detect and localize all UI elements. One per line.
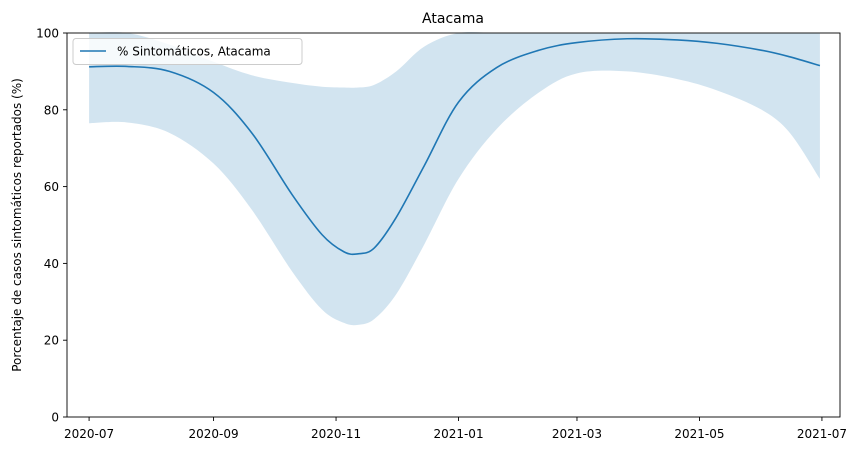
x-axis: 2020-07 2020-09 2020-11 2021-01 2021-03 2021-… [64,417,847,441]
chart-title: Atacama [422,11,484,27]
confidence-band-layer [89,32,820,326]
y-axis-label: Porcentaje de casos sintomáticos reporta… [10,78,24,372]
x-tick-label: 2020-09 [188,427,238,441]
series-line [89,37,821,256]
y-tick-label: 40 [44,257,59,271]
legend-label: % Sintomáticos, Atacama [117,45,271,59]
x-tick-label: 2021-03 [552,427,602,441]
x-tick-label: 2021-07 [797,427,847,441]
legend-box [72,38,303,65]
x-tick-label: 2020-11 [311,427,361,441]
y-tick-label: 100 [36,27,59,41]
y-tick-label: 20 [44,334,59,348]
y-axis: 0 20 40 60 80 100 [36,27,67,425]
y-tick-label: 80 [44,103,59,117]
y-tick-label: 60 [44,180,59,194]
confidence-band [89,32,820,326]
plot-frame [66,32,841,418]
legend: % Sintomáticos, Atacama [72,38,303,65]
x-tick-label: 2021-01 [433,427,483,441]
x-tick-label: 2020-07 [64,427,114,441]
x-tick-label: 2021-05 [674,427,724,441]
series-line-layer [89,37,821,256]
y-tick-label: 0 [51,411,59,425]
